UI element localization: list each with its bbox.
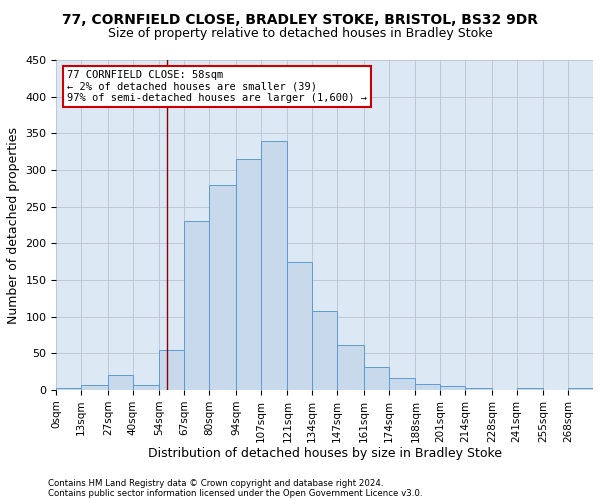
Bar [312, 311, 337, 390]
Bar [160, 350, 184, 390]
Bar [261, 140, 287, 390]
Text: Contains HM Land Registry data © Crown copyright and database right 2024.: Contains HM Land Registry data © Crown c… [48, 478, 383, 488]
X-axis label: Distribution of detached houses by size in Bradley Stoke: Distribution of detached houses by size … [148, 448, 502, 460]
Bar [108, 376, 133, 390]
Bar [415, 384, 440, 390]
Bar [389, 378, 415, 390]
Bar [209, 184, 236, 390]
Bar [287, 262, 312, 390]
Bar [568, 388, 593, 390]
Bar [337, 344, 364, 390]
Bar [133, 385, 160, 390]
Bar [364, 366, 389, 390]
Bar [440, 386, 465, 390]
Bar [56, 388, 81, 390]
Text: 77 CORNFIELD CLOSE: 58sqm
← 2% of detached houses are smaller (39)
97% of semi-d: 77 CORNFIELD CLOSE: 58sqm ← 2% of detach… [67, 70, 367, 103]
Text: 77, CORNFIELD CLOSE, BRADLEY STOKE, BRISTOL, BS32 9DR: 77, CORNFIELD CLOSE, BRADLEY STOKE, BRIS… [62, 12, 538, 26]
Y-axis label: Number of detached properties: Number of detached properties [7, 126, 20, 324]
Bar [465, 388, 492, 390]
Text: Contains public sector information licensed under the Open Government Licence v3: Contains public sector information licen… [48, 488, 422, 498]
Bar [184, 222, 209, 390]
Bar [81, 385, 108, 390]
Bar [517, 388, 544, 390]
Text: Size of property relative to detached houses in Bradley Stoke: Size of property relative to detached ho… [107, 28, 493, 40]
Bar [236, 159, 261, 390]
